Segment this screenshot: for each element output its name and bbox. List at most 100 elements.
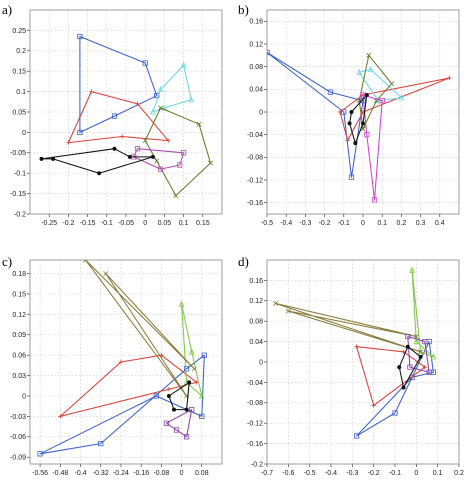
data-point xyxy=(187,380,192,385)
data-point xyxy=(188,96,195,103)
panel-label: c) xyxy=(2,254,12,269)
x-tick-label: 0.2 xyxy=(454,470,464,477)
y-tick-label: 0.2 xyxy=(16,48,26,55)
plot-frame xyxy=(29,9,223,215)
data-point xyxy=(77,129,83,135)
y-tick-label: -0.05 xyxy=(10,150,26,157)
y-tick-label: 0.16 xyxy=(249,19,263,26)
data-point xyxy=(364,132,370,138)
series-1 xyxy=(267,49,366,180)
convex-hull-polygon xyxy=(267,51,364,178)
convex-hull-polygon xyxy=(349,94,368,144)
data-point xyxy=(180,150,187,156)
data-point xyxy=(150,154,155,159)
data-point xyxy=(163,420,170,426)
convex-hull-polygon xyxy=(59,354,198,417)
panel-label: a) xyxy=(2,2,12,17)
x-tick-label: -0.25 xyxy=(41,220,57,227)
y-tick-label: 0.04 xyxy=(249,87,263,94)
x-tick-label: 0.1 xyxy=(433,470,443,477)
data-point xyxy=(177,162,183,168)
chart-panel-2: b) -0.5 -0.4 -0.3 -0.2 -0.1 0 0.1 0.2 0.3 0.4 0.16 0… xyxy=(238,2,460,227)
x-tick-label: -0.3 xyxy=(299,220,311,227)
data-point xyxy=(348,174,355,180)
data-point xyxy=(51,156,56,161)
x-tick-label: -0.1 xyxy=(338,220,350,227)
x-tick-label: -0.48 xyxy=(52,470,68,477)
series-6 xyxy=(39,146,155,176)
y-tick-label: 0.16 xyxy=(249,278,263,285)
y-tick-label: -0.08 xyxy=(247,155,263,162)
data-point xyxy=(201,352,207,358)
y-tick-label: -0.04 xyxy=(247,380,263,387)
y-tick-label: -0.08 xyxy=(247,400,263,407)
data-point xyxy=(161,104,168,111)
data-point xyxy=(188,348,195,355)
data-point xyxy=(273,300,279,306)
data-point xyxy=(285,308,291,314)
data-point xyxy=(127,154,132,159)
convex-hull-polygon xyxy=(67,91,169,144)
data-point xyxy=(418,349,424,355)
data-point xyxy=(166,138,171,143)
data-point xyxy=(418,354,423,359)
data-point xyxy=(371,197,378,203)
y-tick-label: 0.08 xyxy=(249,64,263,71)
x-tick-label: 0 xyxy=(180,470,184,477)
data-point xyxy=(389,81,395,87)
x-tick-label: 0 xyxy=(143,220,147,227)
x-tick-label: -0.3 xyxy=(346,470,358,477)
x-tick-label: -0.08 xyxy=(153,470,169,477)
y-tick-label: -0.16 xyxy=(247,441,263,448)
y-tick-label: 0.12 xyxy=(249,41,263,48)
series-6 xyxy=(397,344,423,390)
data-point xyxy=(191,366,197,372)
series-5 xyxy=(405,333,432,375)
data-point xyxy=(447,75,452,81)
panel-label: d) xyxy=(238,254,249,269)
data-point xyxy=(409,266,415,273)
series-6 xyxy=(347,93,369,146)
data-point xyxy=(430,353,437,360)
y-tick-label: 0.06 xyxy=(12,353,26,360)
data-point xyxy=(267,49,270,56)
plot-frame xyxy=(266,9,460,215)
data-point xyxy=(178,300,185,307)
x-tick-label: 0.3 xyxy=(416,220,426,227)
data-point xyxy=(347,121,352,126)
data-point xyxy=(103,271,109,277)
data-point xyxy=(39,156,44,161)
y-tick-label: 0.15 xyxy=(12,69,26,76)
convex-hull-polygon xyxy=(358,68,402,102)
data-point xyxy=(405,344,410,349)
panel-label: b) xyxy=(238,2,249,17)
plot-frame xyxy=(29,259,223,465)
data-point xyxy=(118,359,124,365)
y-tick-label: -0.12 xyxy=(247,421,263,428)
series-3 xyxy=(66,89,171,145)
series-5 xyxy=(163,406,195,440)
x-tick-label: 0.15 xyxy=(196,220,210,227)
data-point xyxy=(349,110,354,115)
data-point xyxy=(189,406,195,413)
data-point xyxy=(354,344,359,349)
convex-hull-polygon xyxy=(411,269,434,358)
data-point xyxy=(157,85,164,93)
y-tick-label: 0 xyxy=(22,393,26,400)
y-tick-label: 0.12 xyxy=(249,298,263,305)
data-point xyxy=(58,414,63,419)
convex-hull-polygon xyxy=(165,409,193,438)
data-point xyxy=(405,333,411,340)
x-tick-label: -0.2 xyxy=(368,470,380,477)
series-4 xyxy=(273,300,424,355)
convex-hull-polygon xyxy=(39,354,205,455)
x-tick-label: -0.4 xyxy=(280,220,292,227)
x-tick-label: 0.2 xyxy=(397,220,407,227)
y-tick-label: -0.09 xyxy=(10,455,26,462)
series-6 xyxy=(166,380,192,412)
data-point xyxy=(392,410,398,416)
x-tick-label: 0.1 xyxy=(377,220,387,227)
y-tick-label: 0 xyxy=(259,359,263,366)
data-point xyxy=(327,89,333,95)
plot-area xyxy=(39,33,213,199)
